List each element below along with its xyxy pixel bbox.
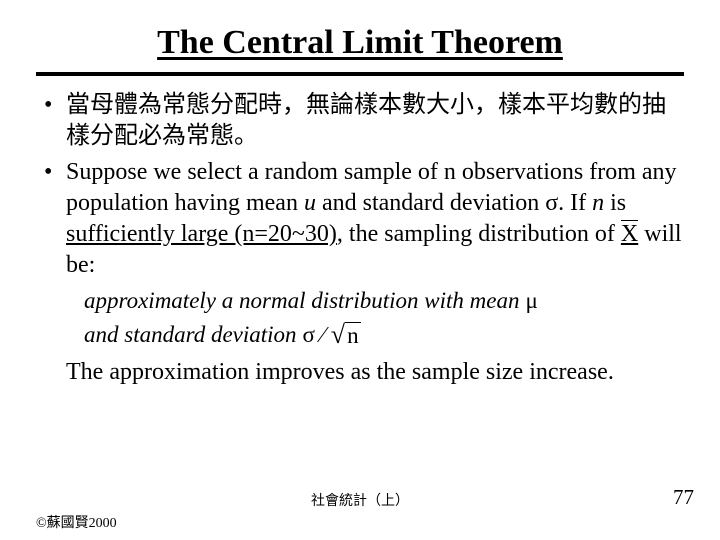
sqrt: √n (331, 322, 361, 348)
math-line-1: approximately a normal distribution with… (84, 288, 684, 314)
footer-center: 社會統計（上） (0, 490, 720, 510)
bullet-list: 當母體為常態分配時，無論樣本數大小，樣本平均數的抽樣分配必為常態。 Suppos… (36, 90, 684, 280)
symbol-mu: μ (526, 288, 538, 314)
page-title: The Central Limit Theorem (36, 24, 684, 62)
math-text: approximately a normal distribution with… (84, 288, 520, 314)
var-u: u (304, 190, 316, 216)
slide: The Central Limit Theorem 當母體為常態分配時，無論樣本… (0, 0, 720, 540)
math-text: and standard deviation (84, 322, 297, 348)
emph-sufficiently-large: sufficiently large (n=20~30) (66, 221, 337, 247)
bullet-item-1: 當母體為常態分配時，無論樣本數大小，樣本平均數的抽樣分配必為常態。 (44, 90, 684, 151)
text-span: and standard deviation σ. If (316, 190, 592, 216)
radicand-n: n (345, 322, 361, 348)
bullet-item-2: Suppose we select a random sample of n o… (44, 157, 684, 280)
text-span: is (604, 190, 626, 216)
symbol-sigma: σ (303, 322, 315, 348)
var-n: n (592, 190, 604, 216)
symbol-slash: ∕ (321, 322, 325, 348)
text-span: , the sampling distribution of (337, 221, 621, 247)
page-number: 77 (673, 485, 694, 510)
closing-text: The approximation improves as the sample… (66, 357, 684, 387)
copyright: ©蘇國賢2000 (36, 512, 117, 532)
title-rule (36, 72, 684, 76)
radical-icon: √ (331, 322, 345, 348)
var-xbar: X (621, 219, 638, 250)
math-line-2: and standard deviation σ∕√n (84, 322, 684, 348)
